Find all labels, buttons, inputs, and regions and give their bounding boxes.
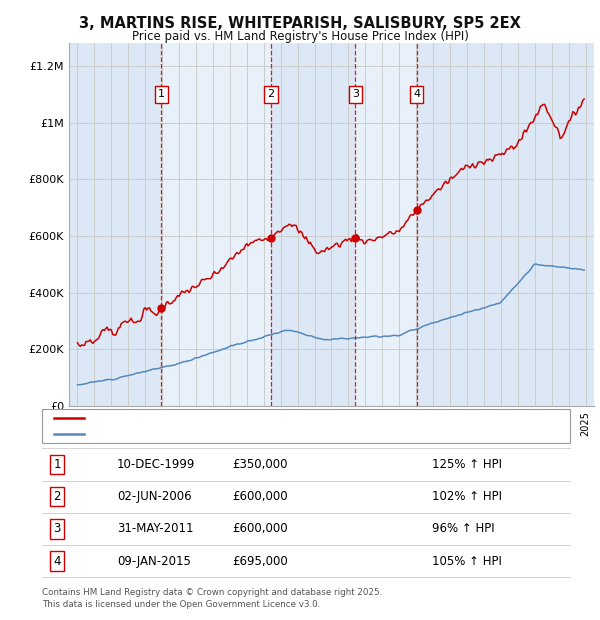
Text: 96% ↑ HPI: 96% ↑ HPI (432, 523, 494, 535)
Text: 2: 2 (268, 89, 274, 99)
Text: 3, MARTINS RISE, WHITEPARISH, SALISBURY, SP5 2EX: 3, MARTINS RISE, WHITEPARISH, SALISBURY,… (79, 16, 521, 31)
Text: 1: 1 (158, 89, 164, 99)
Text: 1: 1 (53, 458, 61, 471)
Text: HPI: Average price, detached house, Wiltshire: HPI: Average price, detached house, Wilt… (90, 429, 318, 439)
Bar (161, 43, 271, 406)
Text: £695,000: £695,000 (232, 555, 288, 567)
Bar (416, 43, 594, 406)
Text: £600,000: £600,000 (232, 523, 288, 535)
Bar (355, 43, 416, 406)
Text: Price paid vs. HM Land Registry's House Price Index (HPI): Price paid vs. HM Land Registry's House … (131, 30, 469, 43)
Text: Contains HM Land Registry data © Crown copyright and database right 2025.
This d: Contains HM Land Registry data © Crown c… (42, 588, 382, 609)
Text: 4: 4 (413, 89, 420, 99)
Text: 31-MAY-2011: 31-MAY-2011 (117, 523, 193, 535)
Text: 3: 3 (352, 89, 359, 99)
Text: 105% ↑ HPI: 105% ↑ HPI (432, 555, 502, 567)
Bar (69, 43, 161, 406)
Bar (271, 43, 355, 406)
Text: 02-JUN-2006: 02-JUN-2006 (117, 490, 191, 503)
Text: 2: 2 (53, 490, 61, 503)
Text: 102% ↑ HPI: 102% ↑ HPI (432, 490, 502, 503)
Text: 4: 4 (53, 555, 61, 567)
Text: £350,000: £350,000 (233, 458, 288, 471)
Text: 3, MARTINS RISE, WHITEPARISH, SALISBURY, SP5 2EX (detached house): 3, MARTINS RISE, WHITEPARISH, SALISBURY,… (90, 414, 446, 423)
Text: 3: 3 (53, 523, 61, 535)
Text: 09-JAN-2015: 09-JAN-2015 (117, 555, 191, 567)
Text: 10-DEC-1999: 10-DEC-1999 (117, 458, 196, 471)
Text: 125% ↑ HPI: 125% ↑ HPI (432, 458, 502, 471)
Text: £600,000: £600,000 (232, 490, 288, 503)
